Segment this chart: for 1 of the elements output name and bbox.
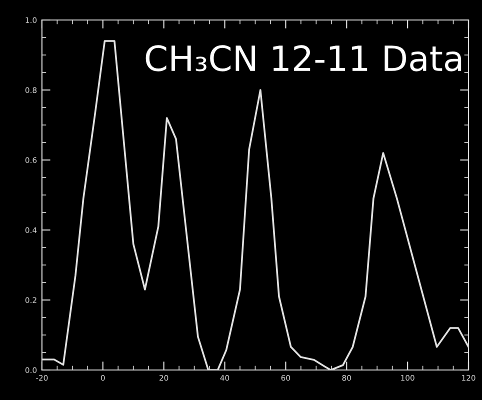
text: CH₃CN 12-11 Data: [146, 45, 462, 72]
